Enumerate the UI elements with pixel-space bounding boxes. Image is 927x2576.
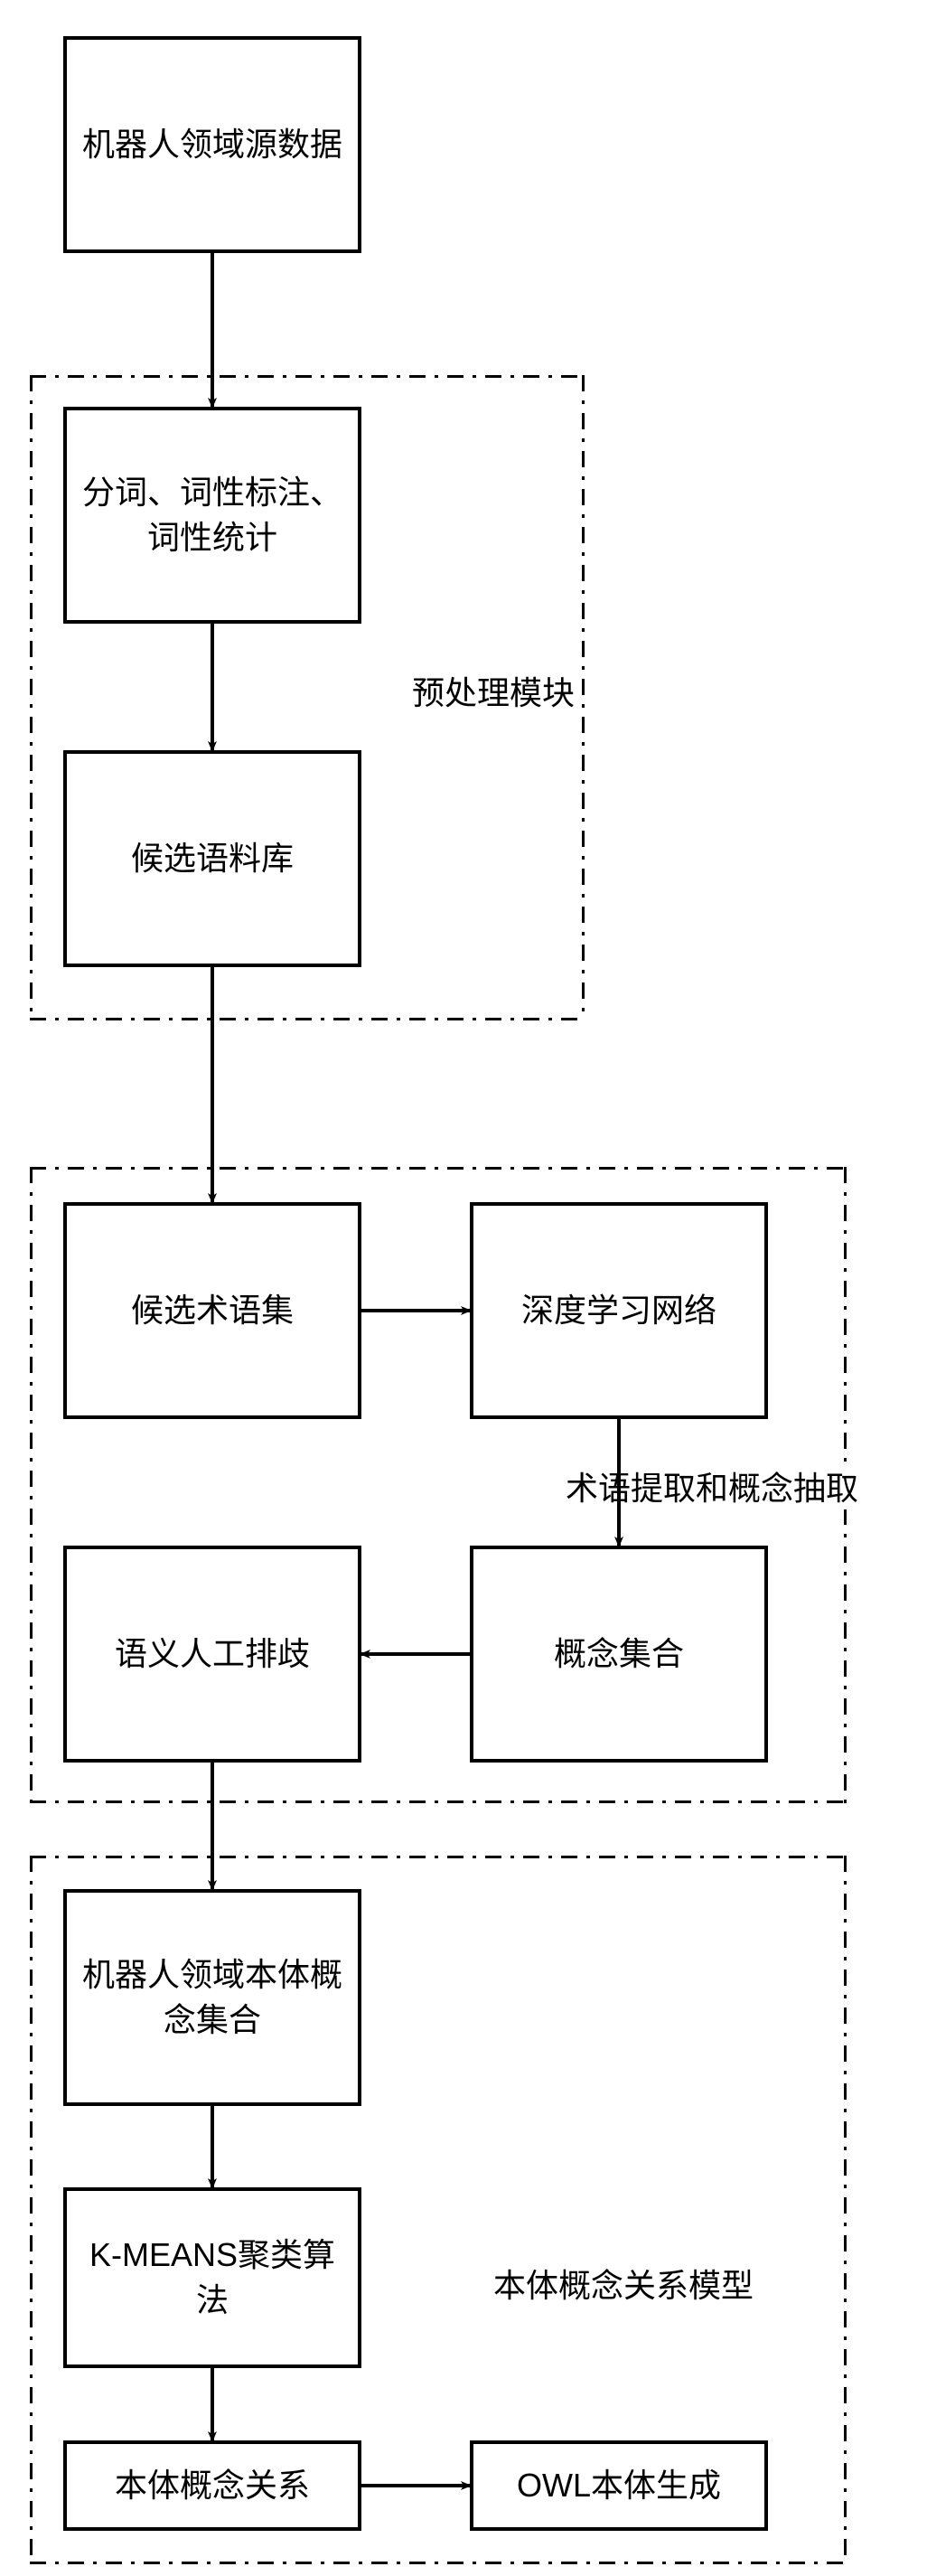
node-label: 概念集合 (554, 1631, 684, 1677)
node-deep-learning-network: 深度学习网络 (470, 1202, 768, 1419)
node-candidate-corpus: 候选语料库 (63, 750, 361, 967)
node-kmeans-clustering: K-MEANS聚类算法 (63, 2187, 361, 2368)
node-candidate-term-set: 候选术语集 (63, 1202, 361, 1419)
node-tokenize-pos: 分词、词性标注、词性统计 (63, 407, 361, 624)
node-owl-ontology-generation: OWL本体生成 (470, 2440, 768, 2531)
node-label: 分词、词性标注、词性统计 (82, 470, 342, 561)
node-label: OWL本体生成 (517, 2463, 721, 2508)
node-label: 候选语料库 (131, 836, 294, 881)
group-term-concept-extraction-label: 术语提取和概念抽取 (560, 1462, 864, 1509)
node-label: 机器人领域本体概念集合 (82, 1952, 342, 2044)
node-label: 本体概念关系 (115, 2463, 310, 2508)
node-label: 候选术语集 (131, 1288, 294, 1333)
node-ontology-concept-relation: 本体概念关系 (63, 2440, 361, 2531)
node-label: 深度学习网络 (521, 1288, 716, 1333)
node-label: 机器人领域源数据 (82, 122, 342, 167)
node-robot-domain-ontology-concept-set: 机器人领域本体概念集合 (63, 1889, 361, 2106)
group-ontology-relation-model-label: 本体概念关系模型 (488, 2260, 759, 2307)
node-label: 语义人工排歧 (115, 1631, 310, 1677)
node-semantic-manual-disambiguation: 语义人工排歧 (63, 1546, 361, 1763)
node-label: K-MEANS聚类算法 (76, 2233, 349, 2324)
flowchart-diagram: 预处理模块 术语提取和概念抽取 本体概念关系模型 机器人领域源数据 分词、词性标… (0, 0, 927, 2576)
node-source-data: 机器人领域源数据 (63, 36, 361, 253)
node-concept-set: 概念集合 (470, 1546, 768, 1763)
group-preprocessing-label: 预处理模块 (407, 667, 580, 714)
